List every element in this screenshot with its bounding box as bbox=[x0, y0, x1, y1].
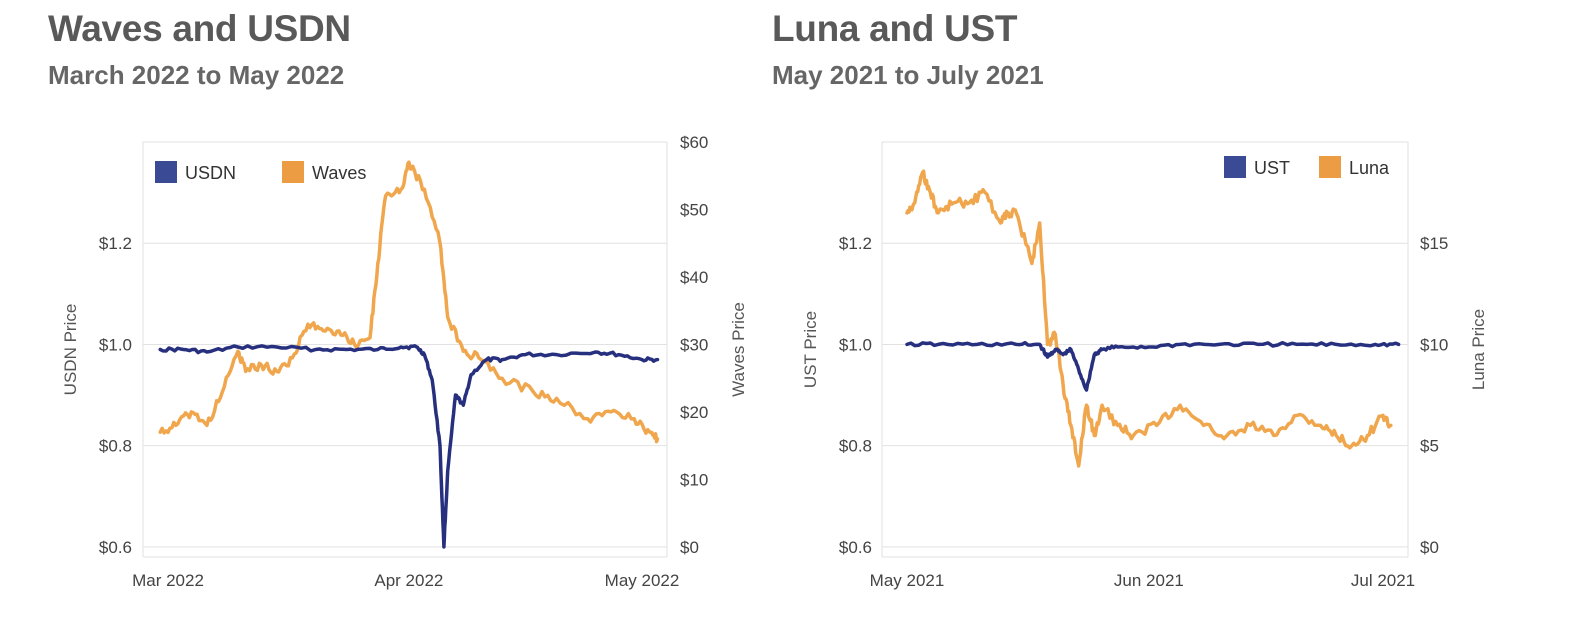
x-tick-label: May 2021 bbox=[870, 571, 945, 590]
legend-swatch-waves bbox=[282, 161, 304, 183]
y-right-tick-label: $50 bbox=[680, 200, 708, 219]
y-right-axis-title: Waves Price bbox=[729, 302, 748, 397]
legend-label-usdn: USDN bbox=[185, 163, 236, 183]
y-right-tick-label: $0 bbox=[1420, 538, 1439, 557]
legend-label-ust: UST bbox=[1254, 158, 1290, 178]
y-left-tick-label: $0.6 bbox=[99, 538, 132, 557]
chart-title-left: Waves and USDN bbox=[48, 8, 351, 49]
y-left-tick-label: $0.8 bbox=[839, 437, 872, 456]
y-right-axis-title: Luna Price bbox=[1469, 309, 1488, 390]
y-right-tick-label: $10 bbox=[1420, 335, 1448, 354]
legend-label-waves: Waves bbox=[312, 163, 366, 183]
legend-label-luna: Luna bbox=[1349, 158, 1390, 178]
series-line-ust bbox=[905, 340, 1401, 392]
x-tick-label: Apr 2022 bbox=[374, 571, 443, 590]
chart-title-right: Luna and UST bbox=[772, 8, 1018, 49]
y-right-tick-label: $60 bbox=[680, 133, 708, 152]
y-right-tick-label: $30 bbox=[680, 335, 708, 354]
y-left-tick-label: $1.2 bbox=[99, 234, 132, 253]
y-right-tick-label: $10 bbox=[680, 470, 708, 489]
y-left-tick-label: $1.2 bbox=[839, 234, 872, 253]
x-tick-label: Mar 2022 bbox=[132, 571, 204, 590]
y-left-axis-title: UST Price bbox=[801, 311, 820, 388]
chart-0: $0.6 $0.8 $1.0 $1.2 $0 $10 $20 $30 $40 $50 $60 Mar … bbox=[61, 133, 748, 590]
legend-swatch-usdn bbox=[155, 161, 177, 183]
series-line-usdn bbox=[158, 344, 660, 549]
y-right-tick-label: $5 bbox=[1420, 437, 1439, 456]
y-right-tick-label: $40 bbox=[680, 268, 708, 287]
x-tick-label: May 2022 bbox=[605, 571, 680, 590]
series-line-waves bbox=[158, 160, 660, 444]
x-tick-label: Jul 2021 bbox=[1351, 571, 1415, 590]
y-left-tick-label: $1.0 bbox=[839, 335, 872, 354]
chart-1: $0.6 $0.8 $1.0 $1.2 $0 $5 $10 $15 May 2021 Jun 20… bbox=[801, 141, 1488, 590]
series-line-luna bbox=[905, 169, 1393, 468]
chart-subtitle-right: May 2021 to July 2021 bbox=[772, 60, 1044, 90]
y-right-tick-label: $15 bbox=[1420, 234, 1448, 253]
y-right-tick-label: $0 bbox=[680, 538, 699, 557]
y-left-axis-title: USDN Price bbox=[61, 304, 80, 396]
legend-swatch-luna bbox=[1319, 156, 1341, 178]
y-left-tick-label: $0.8 bbox=[99, 437, 132, 456]
y-left-tick-label: $1.0 bbox=[99, 335, 132, 354]
y-left-tick-label: $0.6 bbox=[839, 538, 872, 557]
x-tick-label: Jun 2021 bbox=[1114, 571, 1184, 590]
chart-subtitle-left: March 2022 to May 2022 bbox=[48, 60, 345, 90]
y-right-tick-label: $20 bbox=[680, 403, 708, 422]
legend-swatch-ust bbox=[1224, 156, 1246, 178]
